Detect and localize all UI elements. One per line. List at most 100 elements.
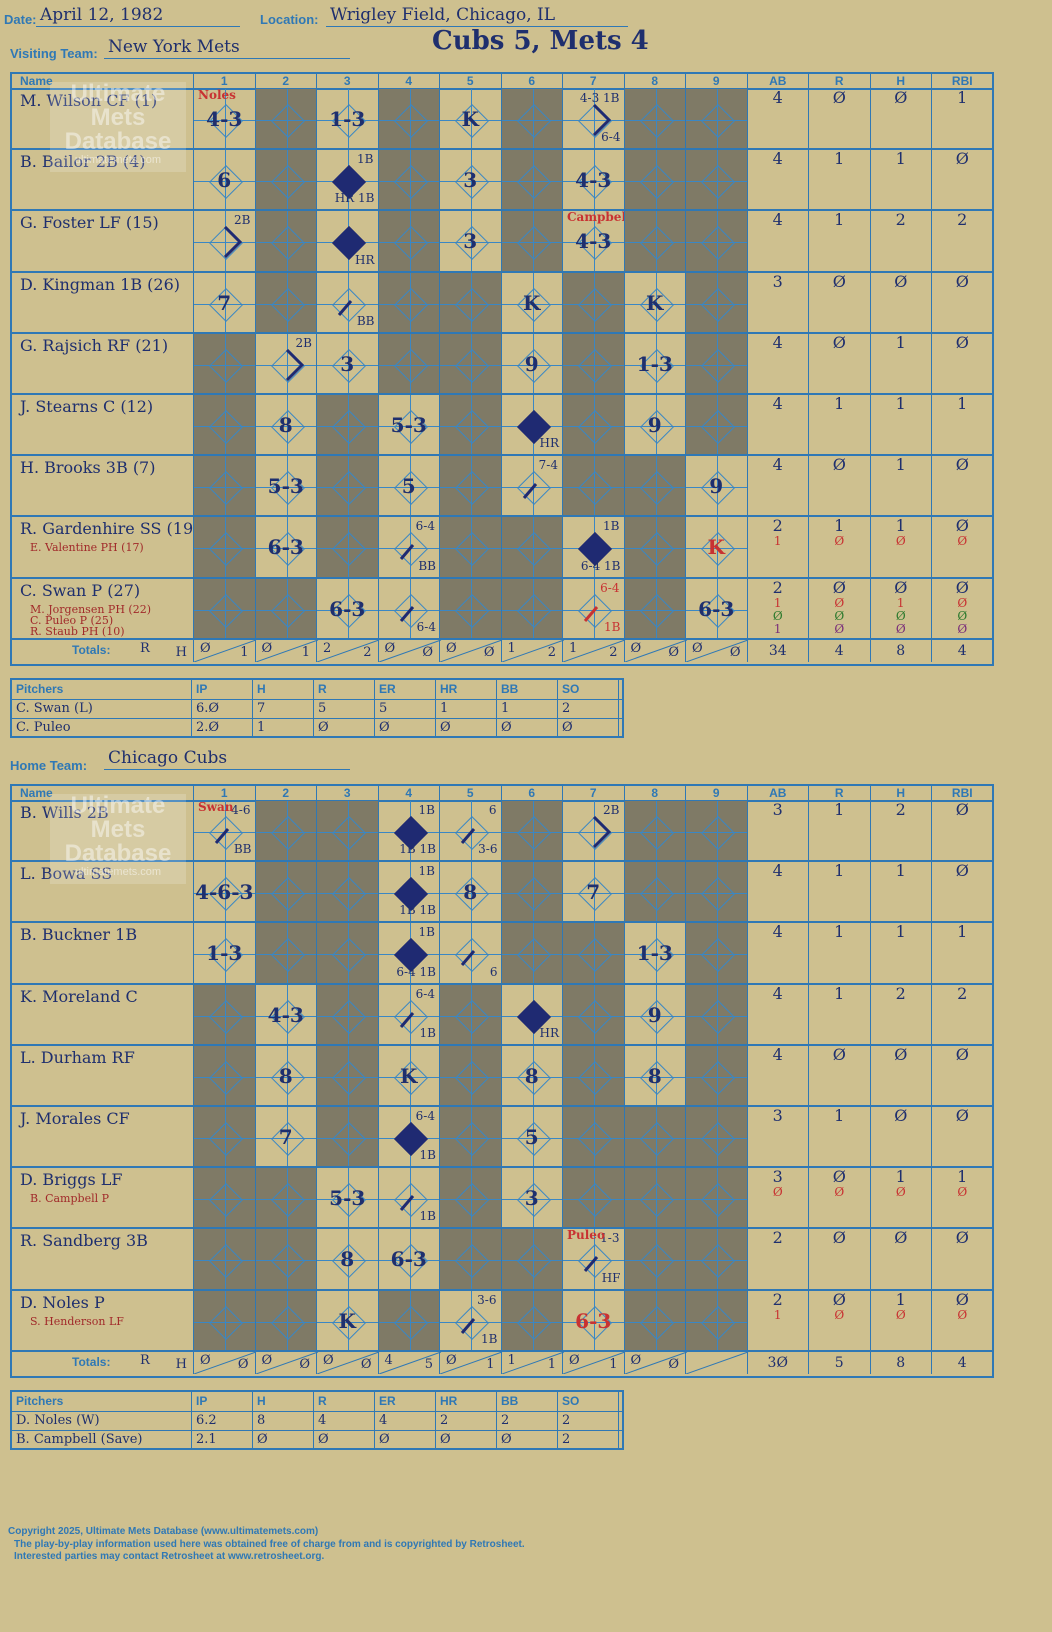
batter-stat-value: 4 (772, 861, 783, 881)
cell-crosshair-vertical (348, 1290, 349, 1350)
diamond-icon (578, 1183, 612, 1218)
cell-crosshair-horizontal (563, 364, 624, 366)
batter-name: L. Bowa SS (20, 864, 113, 884)
play-note-top: 6 (488, 803, 497, 817)
batter-name-cell: K. Moreland C (12, 984, 194, 1044)
batter-stat-value: Ø (832, 577, 846, 597)
batter-stat-cell: Ø (809, 456, 871, 516)
cell-crosshair-vertical (655, 333, 657, 393)
play-cell: 5-3 (317, 1168, 379, 1228)
batter-stat-cell: 1 (809, 211, 871, 271)
cell-crosshair-horizontal (501, 181, 562, 183)
cell-crosshair-horizontal (317, 120, 378, 121)
cell-crosshair-vertical (471, 1168, 472, 1228)
batter-stat-cell: 4 (748, 984, 809, 1044)
pitcher-stat-value: 1 (497, 699, 558, 718)
diamond-icon (639, 877, 674, 912)
cell-crosshair-vertical (594, 801, 595, 861)
cell-crosshair-vertical (594, 923, 595, 983)
play-result: 8 (278, 413, 293, 437)
cell-crosshair-vertical (717, 1107, 718, 1167)
batter-stat-value: 1 (773, 621, 782, 636)
diamond-icon (701, 1305, 735, 1340)
cell-crosshair-vertical (471, 272, 472, 332)
pitcher-stat-value: 4 (314, 1411, 375, 1430)
batter-stat-cell: 4 (748, 861, 809, 922)
cell-crosshair-vertical (655, 395, 657, 455)
cell-crosshair-vertical (409, 272, 411, 332)
batter-name: B. Wills 2B (20, 803, 109, 822)
split-line-stroke (563, 639, 626, 662)
batter-stat-value: Ø (832, 1167, 846, 1187)
play-note-bottom: HR (539, 1025, 560, 1040)
diamond-icon (455, 532, 489, 567)
cell-crosshair-horizontal (194, 120, 255, 121)
cell-crosshair-vertical (532, 1229, 534, 1289)
batter-row: B. Buckner 1B 1-3 1B 6-4 1B 6 1-3 4 1 1 1 (12, 923, 994, 985)
play-cell (440, 578, 502, 638)
diamond-icon (516, 1305, 551, 1340)
batter-stat-value: 2 (772, 577, 783, 597)
inning-runs: 4 (384, 1352, 393, 1368)
play-note-bottom: 1B (419, 1209, 436, 1224)
play-cell (563, 333, 625, 393)
cell-crosshair-vertical (532, 923, 534, 983)
batter-stat-cell: 1 (809, 395, 871, 455)
cell-crosshair-horizontal (194, 893, 255, 895)
play-note-top: 7-4 (538, 458, 558, 473)
diamond-icon (701, 165, 735, 200)
play-cell: 6 (194, 150, 256, 210)
play-cell (255, 1290, 317, 1350)
cell-crosshair-horizontal (563, 303, 624, 305)
cell-crosshair-vertical (225, 456, 226, 516)
diamond-icon (701, 287, 735, 322)
play-cell (686, 395, 748, 455)
play-cell (686, 1229, 748, 1289)
play-note-bottom: HF (601, 1270, 621, 1285)
baserunning-path-icon (337, 299, 353, 316)
inning-runs: 1 (569, 640, 578, 656)
play-cell (624, 1229, 686, 1289)
column-header-inning: 8 (625, 74, 686, 88)
batter-stat-value: Ø (955, 455, 969, 475)
play-cell: 1B 6-4 1B (563, 517, 625, 577)
cell-crosshair-vertical (286, 1168, 288, 1228)
inning-runs: 1 (507, 1352, 516, 1368)
play-cell: 8 (624, 1045, 686, 1105)
cell-crosshair-horizontal (501, 364, 562, 366)
inning-runs: Ø (323, 1352, 334, 1368)
diamond-icon (455, 471, 489, 506)
batter-stat-value: 1 (895, 1167, 906, 1187)
play-cell: 3-6 1B (440, 1290, 502, 1350)
cell-crosshair-vertical (532, 211, 534, 271)
play-cell: 1-3 (194, 923, 256, 983)
split-line-stroke (624, 1351, 687, 1374)
cell-crosshair-vertical (409, 456, 411, 516)
column-header-stat: R (809, 786, 871, 800)
batter-stat-value: 2 (772, 1228, 783, 1248)
pitchers-header-label: Pitchers (12, 680, 192, 699)
cell-crosshair-vertical (348, 801, 349, 861)
pitcher-stat-value: Ø (436, 718, 497, 737)
cell-crosshair-vertical (532, 333, 534, 393)
cell-crosshair-horizontal (378, 181, 439, 183)
cell-crosshair-horizontal (686, 893, 747, 895)
batter-stat-value: 4 (772, 455, 783, 475)
batter-stat-value: Ø (894, 271, 908, 291)
play-note-top: 1B (603, 519, 620, 534)
cell-crosshair-horizontal (440, 1260, 501, 1262)
play-cell (686, 1168, 748, 1228)
batter-stat-value: 1 (773, 595, 782, 610)
cell-crosshair-vertical (225, 333, 226, 393)
baserunning-path-icon (583, 605, 599, 622)
play-result: 4-3 (575, 168, 612, 193)
cell-crosshair-vertical (225, 923, 226, 983)
split-line-stroke (255, 639, 318, 662)
play-cell: 6-3 (255, 517, 317, 577)
diamond-icon (270, 877, 305, 912)
diamond-icon (332, 471, 366, 506)
pitcher-stat-value: 2.Ø (192, 718, 253, 737)
